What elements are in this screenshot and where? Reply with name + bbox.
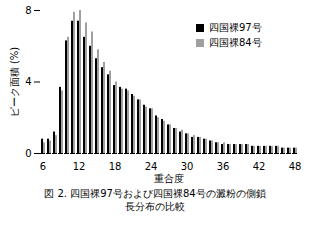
svg-text:24: 24 xyxy=(145,161,158,172)
svg-text:0: 0 xyxy=(25,148,31,159)
svg-text:36: 36 xyxy=(217,161,230,172)
svg-text:重合度: 重合度 xyxy=(154,173,184,184)
svg-text:4: 4 xyxy=(25,76,31,87)
html-text:四国裸84号: 四国裸84号 xyxy=(209,37,262,48)
svg-text:42: 42 xyxy=(253,161,266,172)
svg-text:18: 18 xyxy=(109,161,122,172)
svg-text:30: 30 xyxy=(181,161,194,172)
svg-text:12: 12 xyxy=(73,161,86,172)
html-text:図 2. 四国裸97号および四国裸84号の澱粉の側鎖長分布の: 図 2. 四国裸97号および四国裸84号の澱粉の側鎖長分布の比較 xyxy=(44,188,266,212)
svg-text:48: 48 xyxy=(289,161,302,172)
html-text:四国裸97号: 四国裸97号 xyxy=(209,22,262,33)
svg-text:ピーク面積 (%): ピーク面積 (%) xyxy=(9,47,20,118)
svg-text:8: 8 xyxy=(25,5,31,16)
svg-text:6: 6 xyxy=(40,161,46,172)
